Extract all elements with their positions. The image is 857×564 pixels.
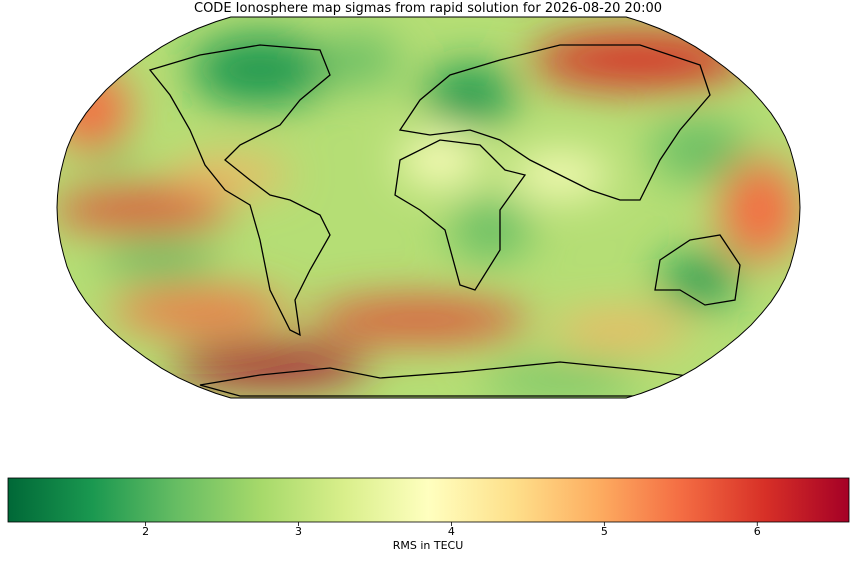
colorbar-tick-label: 4 bbox=[448, 525, 455, 538]
map-field bbox=[57, 17, 800, 398]
title: CODE Ionosphere map sigmas from rapid so… bbox=[194, 1, 662, 16]
colorbar-tick-label: 5 bbox=[601, 525, 608, 538]
coastlines bbox=[148, 44, 741, 397]
colorbar bbox=[7, 477, 850, 523]
colorbar-tick-label: 2 bbox=[142, 525, 149, 538]
colorbar-tick-label: 6 bbox=[754, 525, 761, 538]
colorbar-label: RMS in TECU bbox=[393, 539, 464, 552]
colorbar-tick-label: 3 bbox=[295, 525, 302, 538]
map-frame bbox=[56, 16, 801, 399]
